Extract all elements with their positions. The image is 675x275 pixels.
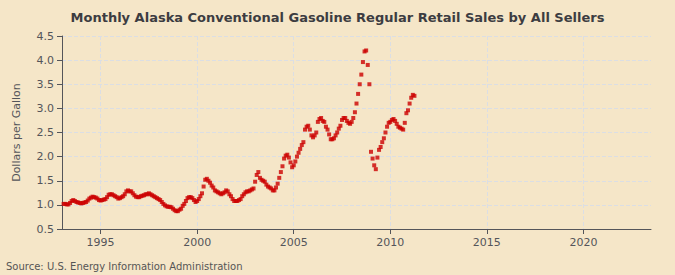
svg-text:2000: 2000	[183, 236, 211, 249]
svg-text:0.5: 0.5	[37, 223, 55, 236]
svg-text:3.5: 3.5	[37, 78, 55, 91]
svg-text:2010: 2010	[376, 236, 404, 249]
svg-text:2020: 2020	[569, 236, 597, 249]
svg-text:Dollars per Gallon: Dollars per Gallon	[10, 83, 23, 182]
svg-text:Source: U.S. Energy Informatio: Source: U.S. Energy Information Administ…	[6, 261, 243, 272]
svg-text:4.0: 4.0	[37, 54, 55, 67]
svg-text:1.0: 1.0	[37, 198, 55, 211]
svg-text:2.5: 2.5	[37, 126, 55, 139]
svg-text:2015: 2015	[473, 236, 501, 249]
svg-text:4.5: 4.5	[37, 30, 55, 43]
svg-text:Monthly Alaska Conventional Ga: Monthly Alaska Conventional Gasoline Reg…	[71, 10, 605, 25]
svg-text:2.0: 2.0	[37, 150, 55, 163]
svg-text:1995: 1995	[87, 236, 115, 249]
svg-text:2005: 2005	[280, 236, 308, 249]
svg-text:1.5: 1.5	[37, 174, 55, 187]
svg-text:3.0: 3.0	[37, 102, 55, 115]
